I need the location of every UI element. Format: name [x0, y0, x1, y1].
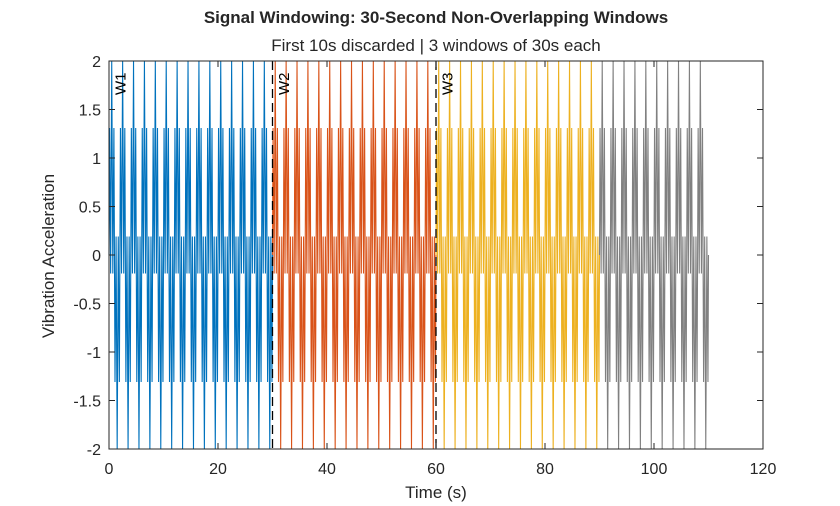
x-tick-label: 0	[105, 461, 114, 478]
chart-subtitle: First 10s discarded | 3 windows of 30s e…	[271, 36, 600, 55]
window-labels: W1 W2 W3	[112, 73, 456, 96]
plot-area: W1 W2 W3 0 20 40 60 80 100 120 2 1.5 1 0.5 0 -0.5 -1 -1…	[73, 54, 776, 478]
series-line-w2	[271, 60, 437, 450]
series-line-w3	[435, 60, 601, 450]
window-label-w1: W1	[112, 73, 129, 96]
x-tick-label: 20	[209, 461, 227, 478]
series-layer	[108, 60, 710, 450]
y-tick-label: 0	[92, 248, 101, 265]
y-tick-label: 0.5	[79, 200, 101, 217]
x-tick-label: 40	[318, 461, 336, 478]
x-tick-label: 80	[536, 461, 554, 478]
x-tick-label: 60	[427, 461, 445, 478]
x-axis-ticks: 0 20 40 60 80 100 120	[105, 61, 777, 478]
y-axis-label: Vibration Acceleration	[39, 174, 58, 338]
y-tick-label: -0.5	[73, 297, 101, 314]
series-line-w1	[108, 60, 274, 450]
y-tick-label: 1.5	[79, 103, 101, 120]
x-axis-label: Time (s)	[405, 483, 467, 502]
series-line-remainder	[598, 60, 710, 450]
y-axis-ticks: 2 1.5 1 0.5 0 -0.5 -1 -1.5 -2	[73, 54, 763, 459]
x-tick-label: 120	[750, 461, 777, 478]
y-tick-label: -1.5	[73, 394, 101, 411]
window-label-w3: W3	[439, 73, 456, 96]
y-tick-label: -1	[87, 345, 101, 362]
y-tick-label: -2	[87, 442, 101, 459]
y-tick-label: 2	[92, 54, 101, 71]
window-label-w2: W2	[276, 73, 293, 96]
y-tick-label: 1	[92, 151, 101, 168]
window-boundaries	[271, 61, 437, 449]
chart-title: Signal Windowing: 30-Second Non-Overlapp…	[204, 8, 668, 27]
x-tick-label: 100	[641, 461, 668, 478]
